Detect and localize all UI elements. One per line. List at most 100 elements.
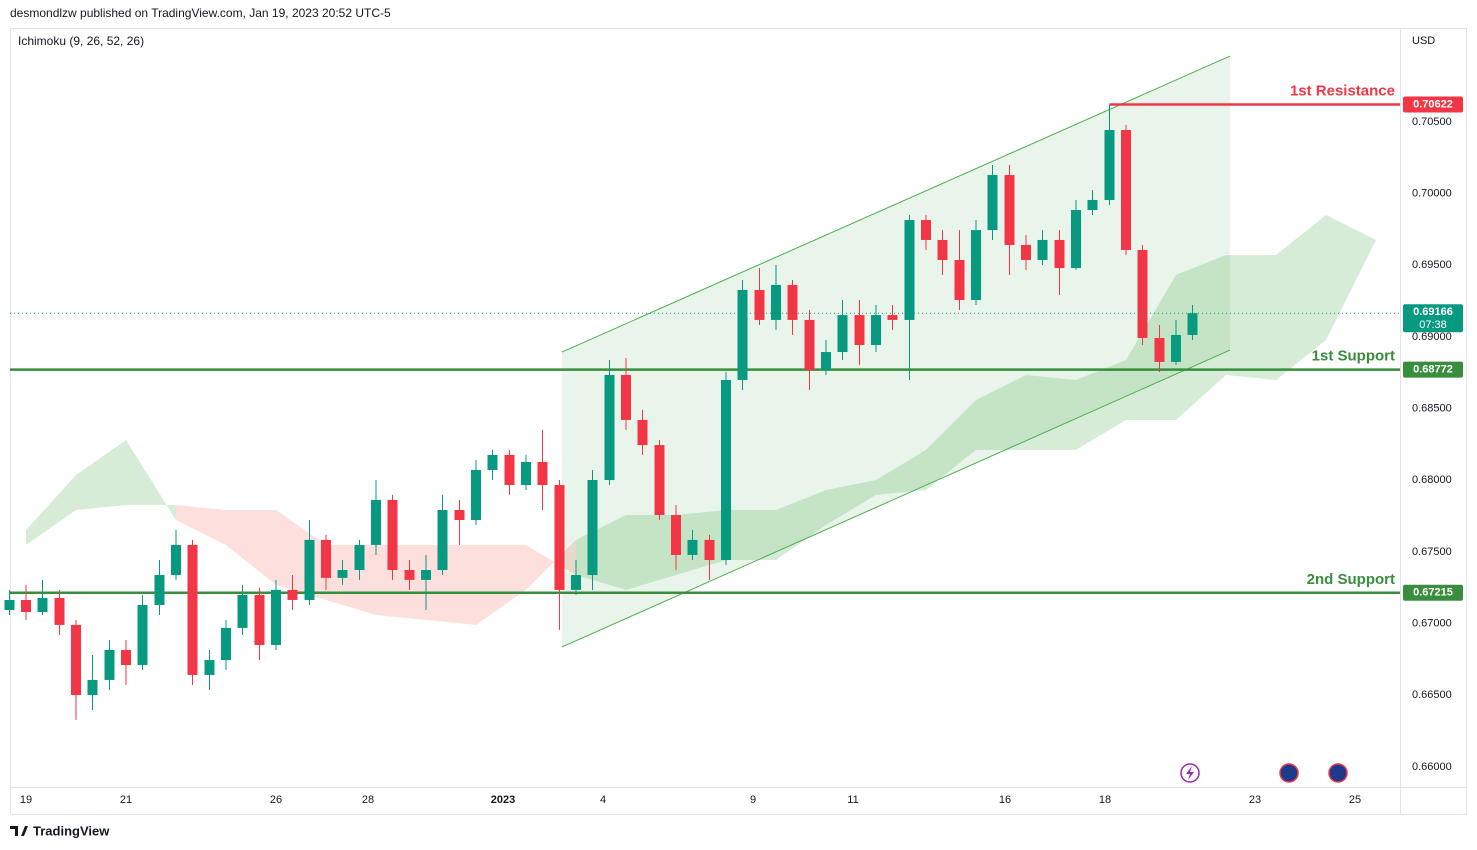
- au-event-icon[interactable]: [1279, 763, 1299, 783]
- candle-body: [121, 649, 131, 666]
- level-badge-value: 0.67215: [1413, 587, 1453, 599]
- candle-body: [271, 589, 281, 645]
- footer-brand: TradingView: [33, 823, 110, 838]
- level-label: 1st Resistance: [1290, 82, 1395, 99]
- au-event-icon[interactable]: [1328, 763, 1348, 783]
- candle-body: [571, 575, 581, 590]
- countdown: 07:38: [1419, 319, 1447, 331]
- ichimoku-cloud: [626, 514, 676, 590]
- x-tick-label: 18: [1099, 794, 1111, 806]
- frame: [10, 28, 1467, 815]
- last-price-badge: [1403, 304, 1463, 333]
- candle-body: [204, 660, 215, 675]
- x-tick-label: 9: [750, 794, 756, 806]
- candle-body: [754, 289, 765, 320]
- y-tick-label: 0.67500: [1412, 546, 1452, 558]
- x-tick-label: 21: [120, 794, 132, 806]
- candle-body: [1121, 130, 1131, 250]
- x-tick-label: 16: [999, 794, 1011, 806]
- candle-body: [187, 544, 198, 675]
- level-label: 2nd Support: [1307, 571, 1395, 588]
- candle-body: [1187, 313, 1198, 335]
- publisher: desmondlzw published on TradingView.com,…: [10, 6, 391, 20]
- level-badge-value: 0.70622: [1413, 98, 1453, 110]
- ichimoku-cloud: [826, 480, 876, 526]
- candle-body: [721, 379, 731, 560]
- candle-body: [1037, 239, 1048, 261]
- level-badge: [1403, 96, 1463, 113]
- level-badge: [1403, 584, 1463, 601]
- ichimoku-cloud: [176, 504, 226, 545]
- candle-body: [954, 260, 965, 301]
- candle-body: [337, 570, 348, 578]
- candle-body: [1054, 239, 1065, 269]
- level-badge: [1403, 361, 1463, 378]
- ichimoku-cloud: [76, 440, 126, 510]
- ichimoku-cloud: [1226, 255, 1276, 380]
- candle-body: [454, 509, 465, 521]
- candle-body: [1171, 334, 1181, 362]
- candle-body: [304, 539, 315, 600]
- candle-body: [237, 594, 248, 628]
- candle-body: [387, 499, 398, 571]
- candle-body: [887, 315, 898, 320]
- candle-body: [837, 315, 848, 353]
- y-tick-label: 0.68500: [1412, 403, 1452, 415]
- ichimoku-cloud: [976, 374, 1026, 450]
- candle-body: [1021, 244, 1031, 261]
- candle-body: [971, 230, 981, 301]
- candle-body: [1004, 175, 1015, 245]
- currency: USD: [1412, 35, 1435, 47]
- candle-body: [1154, 337, 1165, 362]
- ichimoku-cloud: [1326, 215, 1376, 340]
- y-tick-label: 0.69500: [1412, 259, 1452, 271]
- candle-body: [171, 544, 181, 576]
- candle-body: [404, 570, 415, 580]
- candle-body: [104, 649, 115, 680]
- y-tick-label: 0.68000: [1412, 474, 1452, 486]
- candle-body: [321, 539, 331, 578]
- y-tick-label: 0.66000: [1412, 761, 1452, 773]
- candle-body: [537, 461, 548, 486]
- level-label: 1st Support: [1312, 348, 1395, 365]
- event-icons[interactable]: [1180, 763, 1348, 783]
- candle-body: [437, 509, 448, 571]
- y-tick-label: 0.69000: [1412, 331, 1452, 343]
- x-tick-label: 11: [847, 794, 858, 806]
- candle-body: [987, 175, 998, 231]
- y-tick-label: 0.66500: [1412, 689, 1452, 701]
- x-tick-label: 2023: [491, 794, 515, 806]
- candle-body: [221, 627, 231, 661]
- ichimoku-cloud: [476, 544, 526, 625]
- candle-body: [471, 469, 481, 521]
- candle-body: [704, 539, 715, 560]
- ichimoku-cloud: [26, 474, 76, 545]
- channel-line: [561, 349, 1231, 648]
- candle-body: [1137, 249, 1148, 338]
- candle-body: [371, 499, 381, 545]
- x-tick-label: 23: [1249, 794, 1261, 806]
- candle-body: [637, 419, 648, 446]
- indicator-legend[interactable]: Ichimoku (9, 26, 52, 26): [18, 34, 144, 48]
- ichimoku-cloud: [1276, 215, 1326, 380]
- candle-body: [904, 220, 915, 320]
- y-tick-label: 0.67000: [1412, 618, 1452, 630]
- y-tick-label: 0.70500: [1412, 116, 1452, 128]
- candle-body: [54, 597, 65, 625]
- candle-body: [871, 315, 881, 346]
- candle-body: [37, 597, 48, 613]
- candle-body: [804, 319, 815, 370]
- candle-body: [154, 575, 165, 605]
- candle-body: [1087, 199, 1098, 211]
- x-tick-label: 25: [1349, 794, 1361, 806]
- ichimoku-cloud: [1076, 360, 1126, 450]
- candle-body: [854, 315, 865, 346]
- candle-body: [504, 454, 515, 486]
- candle-body: [4, 599, 15, 611]
- candle-body: [787, 284, 798, 320]
- candle-body: [554, 485, 565, 590]
- candle-body: [821, 352, 831, 370]
